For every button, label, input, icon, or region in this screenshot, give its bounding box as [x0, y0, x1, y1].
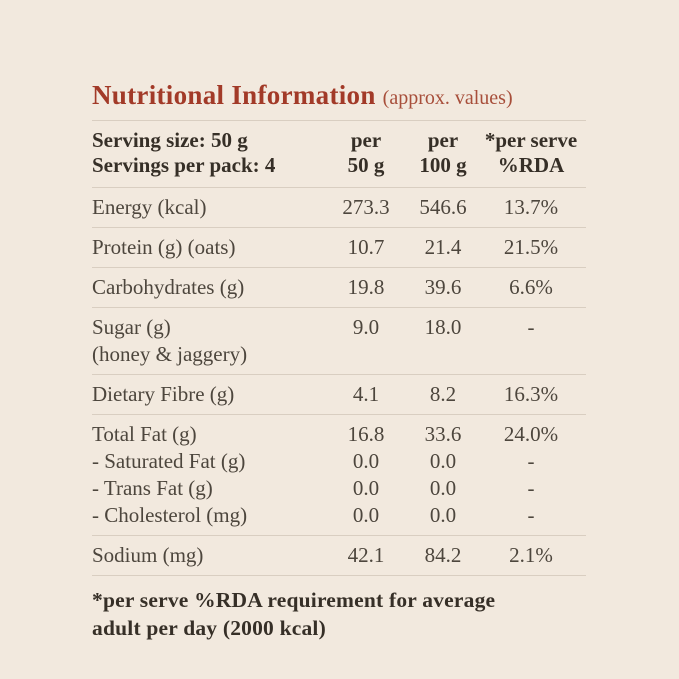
cell-line: Dietary Fibre (g) [92, 382, 235, 406]
cell-line: 4.1 [352, 382, 380, 406]
row-label: Protein (g) (oats) [92, 234, 322, 261]
cell-line: 9.0 [352, 315, 380, 339]
cell-line: 0.0 [429, 503, 457, 527]
table-row: Total Fat (g) - Saturated Fat (g) - Trans … [92, 414, 586, 535]
cell-line: 546.6 [419, 195, 467, 219]
cell-line: 10.7 [347, 235, 385, 259]
row-label: Dietary Fibre (g) [92, 381, 322, 408]
cell-line: 0.0 [352, 476, 380, 500]
table-row: Sodium (mg) 42.1 84.2 2.1% [92, 535, 586, 575]
col-header-line: per [427, 128, 459, 152]
row-value: 21.4 [410, 234, 476, 261]
table-header-row: Serving size: 50 g Servings per pack: 4 … [92, 120, 586, 187]
cell-line: - Trans Fat (g) [92, 476, 213, 500]
row-value: - [476, 314, 586, 341]
nutrition-table-body: Energy (kcal) 273.3 546.6 13.7% Protein (g) … [92, 187, 586, 576]
row-value: 546.6 [410, 194, 476, 221]
cell-line: (honey & jaggery) [92, 342, 248, 366]
cell-line: 6.6% [509, 275, 553, 299]
title-text: Nutritional Information [92, 80, 376, 110]
cell-line: - [527, 503, 535, 527]
cell-line: 16.3% [503, 382, 559, 406]
title-approx-note: (approx. values) [382, 87, 513, 109]
serving-info: Serving size: 50 g Servings per pack: 4 [92, 128, 322, 178]
row-value: 42.1 [322, 542, 410, 569]
col-header-per-50g: per 50 g [322, 128, 410, 178]
row-label: Sugar (g) (honey & jaggery) [92, 314, 322, 368]
footnote-line: adult per day (2000 kcal) [92, 616, 326, 640]
cell-line: Sodium (mg) [92, 543, 204, 567]
col-header-line: per [350, 128, 382, 152]
row-value: 273.3 [322, 194, 410, 221]
table-row: Energy (kcal) 273.3 546.6 13.7% [92, 188, 586, 227]
cell-line: - [527, 476, 535, 500]
row-label: Carbohydrates (g) [92, 274, 322, 301]
cell-line: 18.0 [424, 315, 462, 339]
table-row: Sugar (g) (honey & jaggery) 9.0 18.0 - [92, 307, 586, 374]
cell-line: - [527, 449, 535, 473]
cell-line: - Cholesterol (mg) [92, 503, 248, 527]
cell-line: 33.6 [424, 422, 462, 446]
row-value: 6.6% [476, 274, 586, 301]
cell-line: 21.5% [503, 235, 559, 259]
row-value: 33.6 0.0 0.0 0.0 [410, 421, 476, 529]
col-header-per-100g: per 100 g [410, 128, 476, 178]
row-label: Total Fat (g) - Saturated Fat (g) - Trans … [92, 421, 322, 529]
cell-line: 2.1% [509, 543, 553, 567]
col-header-line: 50 g [347, 153, 385, 177]
row-value: 10.7 [322, 234, 410, 261]
cell-line: 0.0 [352, 449, 380, 473]
cell-line: 8.2 [429, 382, 457, 406]
col-header-per-serve-rda: *per serve %RDA [476, 128, 586, 178]
row-value: 8.2 [410, 381, 476, 408]
cell-line: Energy (kcal) [92, 195, 207, 219]
cell-line: Protein (g) (oats) [92, 235, 236, 259]
cell-line: - Saturated Fat (g) [92, 449, 246, 473]
cell-line: 24.0% [503, 422, 559, 446]
table-row: Carbohydrates (g) 19.8 39.6 6.6% [92, 267, 586, 307]
cell-line: 39.6 [424, 275, 462, 299]
row-value: 18.0 [410, 314, 476, 341]
row-value: 2.1% [476, 542, 586, 569]
row-value: 19.8 [322, 274, 410, 301]
cell-line: - [527, 315, 535, 339]
cell-line: 16.8 [347, 422, 385, 446]
col-header-line: 100 g [419, 153, 467, 177]
cell-line: 84.2 [424, 543, 462, 567]
row-value: 39.6 [410, 274, 476, 301]
cell-line: Sugar (g) [92, 315, 171, 339]
row-label: Energy (kcal) [92, 194, 322, 221]
servings-per-pack-text: Servings per pack: 4 [92, 153, 276, 177]
col-header-line: %RDA [497, 153, 565, 177]
cell-line: 273.3 [342, 195, 390, 219]
serving-size-text: Serving size: 50 g [92, 128, 248, 152]
cell-line: 13.7% [503, 195, 559, 219]
row-value: 16.3% [476, 381, 586, 408]
rda-footnote: *per serve %RDA requirement for average … [92, 576, 586, 642]
page-title: Nutritional Information (approx. values) [92, 80, 586, 111]
row-label: Sodium (mg) [92, 542, 322, 569]
row-value: 84.2 [410, 542, 476, 569]
footnote-line: *per serve %RDA requirement for average [92, 588, 496, 612]
cell-line: Total Fat (g) [92, 422, 197, 446]
table-row: Protein (g) (oats) 10.7 21.4 21.5% [92, 227, 586, 267]
row-value: 4.1 [322, 381, 410, 408]
cell-line: 19.8 [347, 275, 385, 299]
cell-line: 0.0 [429, 449, 457, 473]
col-header-line: *per serve [484, 128, 578, 152]
row-value: 16.8 0.0 0.0 0.0 [322, 421, 410, 529]
cell-line: Carbohydrates (g) [92, 275, 245, 299]
cell-line: 21.4 [424, 235, 462, 259]
row-value: 24.0% - - - [476, 421, 586, 529]
row-value: 21.5% [476, 234, 586, 261]
row-value: 9.0 [322, 314, 410, 341]
cell-line: 42.1 [347, 543, 385, 567]
cell-line: 0.0 [352, 503, 380, 527]
table-row: Dietary Fibre (g) 4.1 8.2 16.3% [92, 374, 586, 414]
row-value: 13.7% [476, 194, 586, 221]
cell-line: 0.0 [429, 476, 457, 500]
